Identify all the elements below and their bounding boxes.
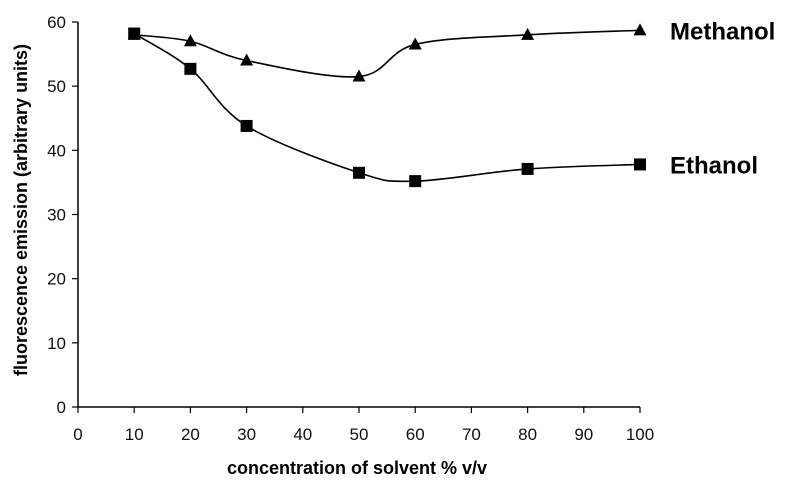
x-tick-label: 60 <box>406 425 425 444</box>
y-tick-label: 50 <box>47 77 66 96</box>
y-tick-label: 40 <box>47 141 66 160</box>
y-axis-title: fluorescence emission (arbitrary units) <box>11 44 31 376</box>
methanol-data-point <box>240 53 254 66</box>
x-tick-label: 70 <box>462 425 481 444</box>
methanol-data-point <box>183 34 197 47</box>
x-tick-label: 10 <box>125 425 144 444</box>
x-tick-label: 40 <box>293 425 312 444</box>
ethanol-series-label: Ethanol <box>670 152 758 179</box>
x-tick-label: 0 <box>73 425 82 444</box>
ethanol-data-point <box>634 158 646 171</box>
x-tick-label: 20 <box>181 425 200 444</box>
methanol-series-label: Methanol <box>670 18 775 45</box>
x-tick-label: 80 <box>518 425 537 444</box>
x-tick-label: 100 <box>626 425 654 444</box>
ethanol-data-point <box>184 62 197 75</box>
methanol-series-line <box>134 29 641 78</box>
ethanol-data-point <box>521 162 534 175</box>
y-tick-label: 60 <box>47 13 66 32</box>
methanol-data-point <box>633 23 647 36</box>
x-axis-title: concentration of solvent % v/v <box>227 458 487 478</box>
ethanol-series-line <box>133 32 641 183</box>
x-tick-label: 90 <box>574 425 593 444</box>
x-tick-label: 50 <box>350 425 369 444</box>
methanol-data-point <box>521 27 535 40</box>
y-tick-label: 0 <box>57 398 66 417</box>
methanol-data-point <box>352 69 366 82</box>
y-tick-label: 30 <box>47 206 66 225</box>
y-tick-label: 20 <box>47 270 66 289</box>
ethanol-data-point <box>128 27 141 40</box>
methanol-data-point <box>408 37 422 50</box>
x-tick-label: 30 <box>237 425 256 444</box>
y-tick-label: 10 <box>47 334 66 353</box>
ethanol-data-point <box>409 175 422 188</box>
ethanol-data-point <box>240 119 253 132</box>
ethanol-data-point <box>353 166 365 179</box>
